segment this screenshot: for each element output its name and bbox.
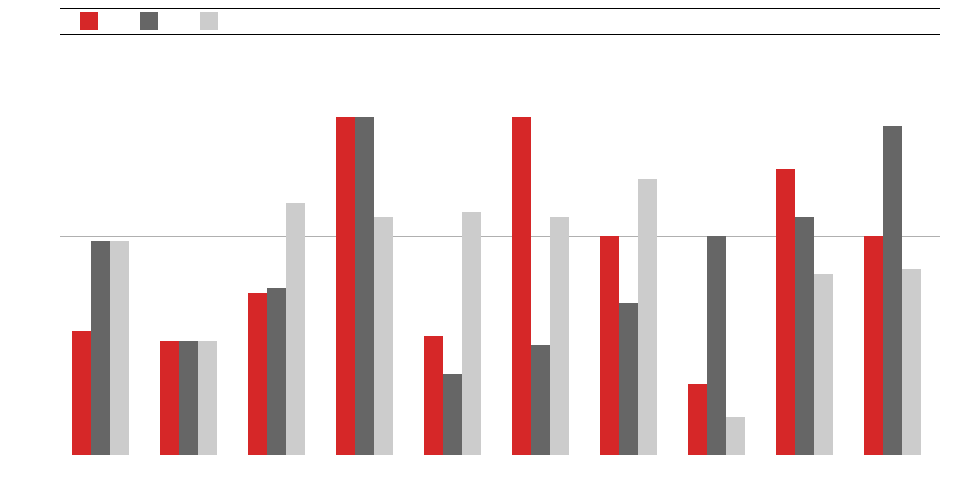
bar-series3-3 <box>374 217 393 455</box>
bar-series2-2 <box>267 288 286 455</box>
bar-series3-9 <box>902 269 921 455</box>
bar-series1-1 <box>160 341 179 455</box>
bar-series1-2 <box>248 293 267 455</box>
legend-swatch-series1 <box>80 12 98 30</box>
bar-series3-4 <box>462 212 481 455</box>
bar-series2-1 <box>179 341 198 455</box>
bar-series2-3 <box>355 117 374 455</box>
bar-series3-1 <box>198 341 217 455</box>
bar-series3-7 <box>726 417 745 455</box>
legend <box>80 12 218 30</box>
legend-item-series2 <box>140 12 158 30</box>
bar-series1-5 <box>512 117 531 455</box>
bar-series3-6 <box>638 179 657 455</box>
plot-area <box>60 55 940 455</box>
bar-series1-7 <box>688 384 707 455</box>
chart-container <box>0 0 960 500</box>
bar-series1-3 <box>336 117 355 455</box>
bar-series1-4 <box>424 336 443 455</box>
legend-top-line <box>60 8 940 9</box>
bar-series1-8 <box>776 169 795 455</box>
bar-series1-6 <box>600 236 619 455</box>
bar-series3-2 <box>286 203 305 455</box>
bar-series3-8 <box>814 274 833 455</box>
bar-series2-0 <box>91 241 110 455</box>
legend-swatch-series3 <box>200 12 218 30</box>
bar-series2-6 <box>619 303 638 455</box>
bar-series2-7 <box>707 236 726 455</box>
bar-series1-9 <box>864 236 883 455</box>
legend-bottom-line <box>60 34 940 35</box>
bar-series3-5 <box>550 217 569 455</box>
legend-item-series3 <box>200 12 218 30</box>
legend-item-series1 <box>80 12 98 30</box>
bar-series2-4 <box>443 374 462 455</box>
bar-series2-5 <box>531 345 550 455</box>
bar-series3-0 <box>110 241 129 455</box>
bar-series2-8 <box>795 217 814 455</box>
legend-swatch-series2 <box>140 12 158 30</box>
bar-series1-0 <box>72 331 91 455</box>
bar-series2-9 <box>883 126 902 455</box>
